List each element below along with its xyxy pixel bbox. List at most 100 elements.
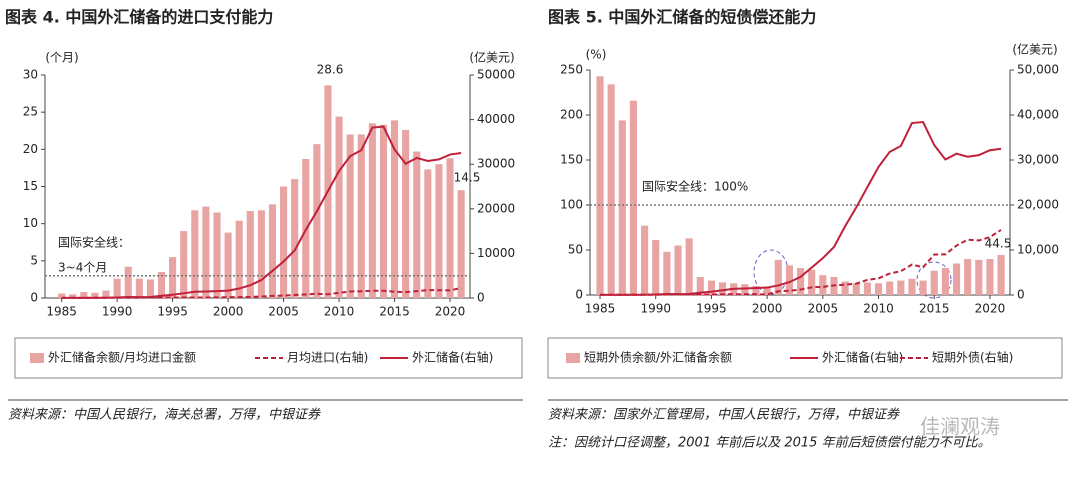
x-tick-label: 1995 bbox=[696, 302, 727, 316]
bar bbox=[952, 263, 961, 295]
y2-axis-label: (亿美元) bbox=[1012, 42, 1057, 57]
bar bbox=[224, 232, 232, 298]
bar bbox=[102, 290, 110, 298]
bar bbox=[135, 278, 143, 298]
bar bbox=[246, 211, 254, 298]
y-tick-label: 100 bbox=[560, 198, 583, 212]
bar bbox=[785, 265, 793, 295]
legend-label: 月均进口(右轴) bbox=[287, 350, 368, 365]
x-tick-label: 2020 bbox=[435, 305, 466, 319]
y2-tick-label: 50,000 bbox=[1017, 63, 1059, 77]
bar bbox=[58, 293, 66, 298]
x-tick-label: 2010 bbox=[324, 305, 355, 319]
bar bbox=[390, 120, 399, 299]
bar bbox=[257, 210, 265, 298]
y-axis-label: (个月) bbox=[45, 51, 78, 65]
x-tick-label: 2005 bbox=[808, 302, 839, 316]
bar bbox=[629, 100, 638, 295]
legend-label: 外汇储备余额/月均进口金额 bbox=[48, 350, 196, 365]
y-tick-label: 30 bbox=[23, 68, 38, 82]
y-tick-label: 250 bbox=[560, 63, 583, 77]
bar bbox=[752, 286, 760, 295]
bar bbox=[997, 254, 1005, 295]
bar bbox=[596, 76, 604, 295]
legend-label: 外汇储备(右轴) bbox=[412, 350, 493, 365]
bar bbox=[685, 238, 693, 295]
x-tick-label: 2015 bbox=[379, 305, 410, 319]
bar bbox=[335, 116, 343, 298]
bar bbox=[124, 266, 132, 298]
annotation: 44.5 bbox=[985, 237, 1012, 251]
annotation: 3~4个月 bbox=[58, 261, 107, 275]
legend-box bbox=[14, 337, 523, 379]
legend-swatch bbox=[30, 353, 44, 363]
bar bbox=[291, 179, 299, 298]
bar bbox=[707, 280, 715, 295]
bar bbox=[886, 281, 894, 295]
bar bbox=[413, 151, 421, 298]
y-axis-label: (%) bbox=[586, 48, 607, 62]
x-tick-label: 2000 bbox=[213, 305, 244, 319]
line bbox=[600, 229, 1002, 296]
bar bbox=[607, 84, 615, 296]
bar bbox=[975, 259, 983, 295]
bar bbox=[313, 144, 321, 298]
bar bbox=[146, 279, 154, 298]
y-tick-label: 0 bbox=[30, 291, 38, 305]
x-tick-label: 2010 bbox=[863, 302, 894, 316]
annotation: 14.5 bbox=[454, 171, 481, 185]
bar bbox=[446, 158, 454, 298]
bar bbox=[618, 120, 626, 296]
bar bbox=[897, 280, 905, 295]
bar bbox=[346, 134, 354, 298]
x-tick-label: 2000 bbox=[752, 302, 783, 316]
x-tick-label: 2005 bbox=[268, 305, 299, 319]
y2-tick-label: 40000 bbox=[477, 112, 515, 126]
x-tick-label: 1985 bbox=[46, 305, 77, 319]
source: 资料来源：国家外汇管理局，中国人民银行，万得，中银证券 bbox=[548, 407, 900, 423]
bar bbox=[202, 206, 210, 298]
chart-title: 图表 4. 中国外汇储备的进口支付能力 bbox=[5, 8, 273, 27]
y2-tick-label: 20,000 bbox=[1017, 198, 1059, 212]
y2-tick-label: 10,000 bbox=[1017, 243, 1059, 257]
bar bbox=[379, 124, 387, 298]
bar bbox=[674, 245, 682, 295]
bar bbox=[180, 231, 188, 298]
bar bbox=[80, 292, 88, 298]
y2-tick-label: 0 bbox=[1017, 288, 1025, 302]
x-tick-label: 1990 bbox=[102, 305, 133, 319]
y2-tick-label: 50000 bbox=[477, 68, 515, 82]
bar bbox=[113, 278, 121, 298]
y2-tick-label: 30000 bbox=[477, 157, 515, 171]
bar bbox=[357, 134, 365, 298]
bar bbox=[268, 204, 277, 298]
highlight-circle bbox=[916, 261, 952, 299]
y2-tick-label: 0 bbox=[477, 291, 485, 305]
bar bbox=[919, 280, 927, 295]
bar bbox=[774, 259, 782, 295]
bar bbox=[157, 271, 166, 298]
bar bbox=[235, 220, 243, 298]
y-tick-label: 50 bbox=[568, 243, 583, 257]
bar bbox=[191, 210, 199, 298]
x-tick-label: 2015 bbox=[919, 302, 950, 316]
bar bbox=[852, 283, 860, 295]
bar bbox=[841, 281, 849, 295]
bar bbox=[91, 292, 99, 298]
y-tick-label: 15 bbox=[23, 179, 38, 193]
chart-title: 图表 5. 中国外汇储备的短债偿还能力 bbox=[548, 8, 816, 27]
x-tick-label: 1985 bbox=[585, 302, 616, 316]
annotation: 国际安全线： bbox=[58, 235, 130, 250]
bar bbox=[819, 275, 827, 295]
x-tick-label: 2020 bbox=[975, 302, 1006, 316]
bar bbox=[435, 164, 443, 298]
y-tick-label: 5 bbox=[30, 253, 38, 267]
x-tick-label: 1995 bbox=[157, 305, 188, 319]
bar bbox=[808, 269, 816, 295]
bar bbox=[863, 282, 871, 295]
bar bbox=[741, 284, 749, 295]
bar bbox=[941, 268, 949, 295]
bar bbox=[280, 186, 288, 298]
